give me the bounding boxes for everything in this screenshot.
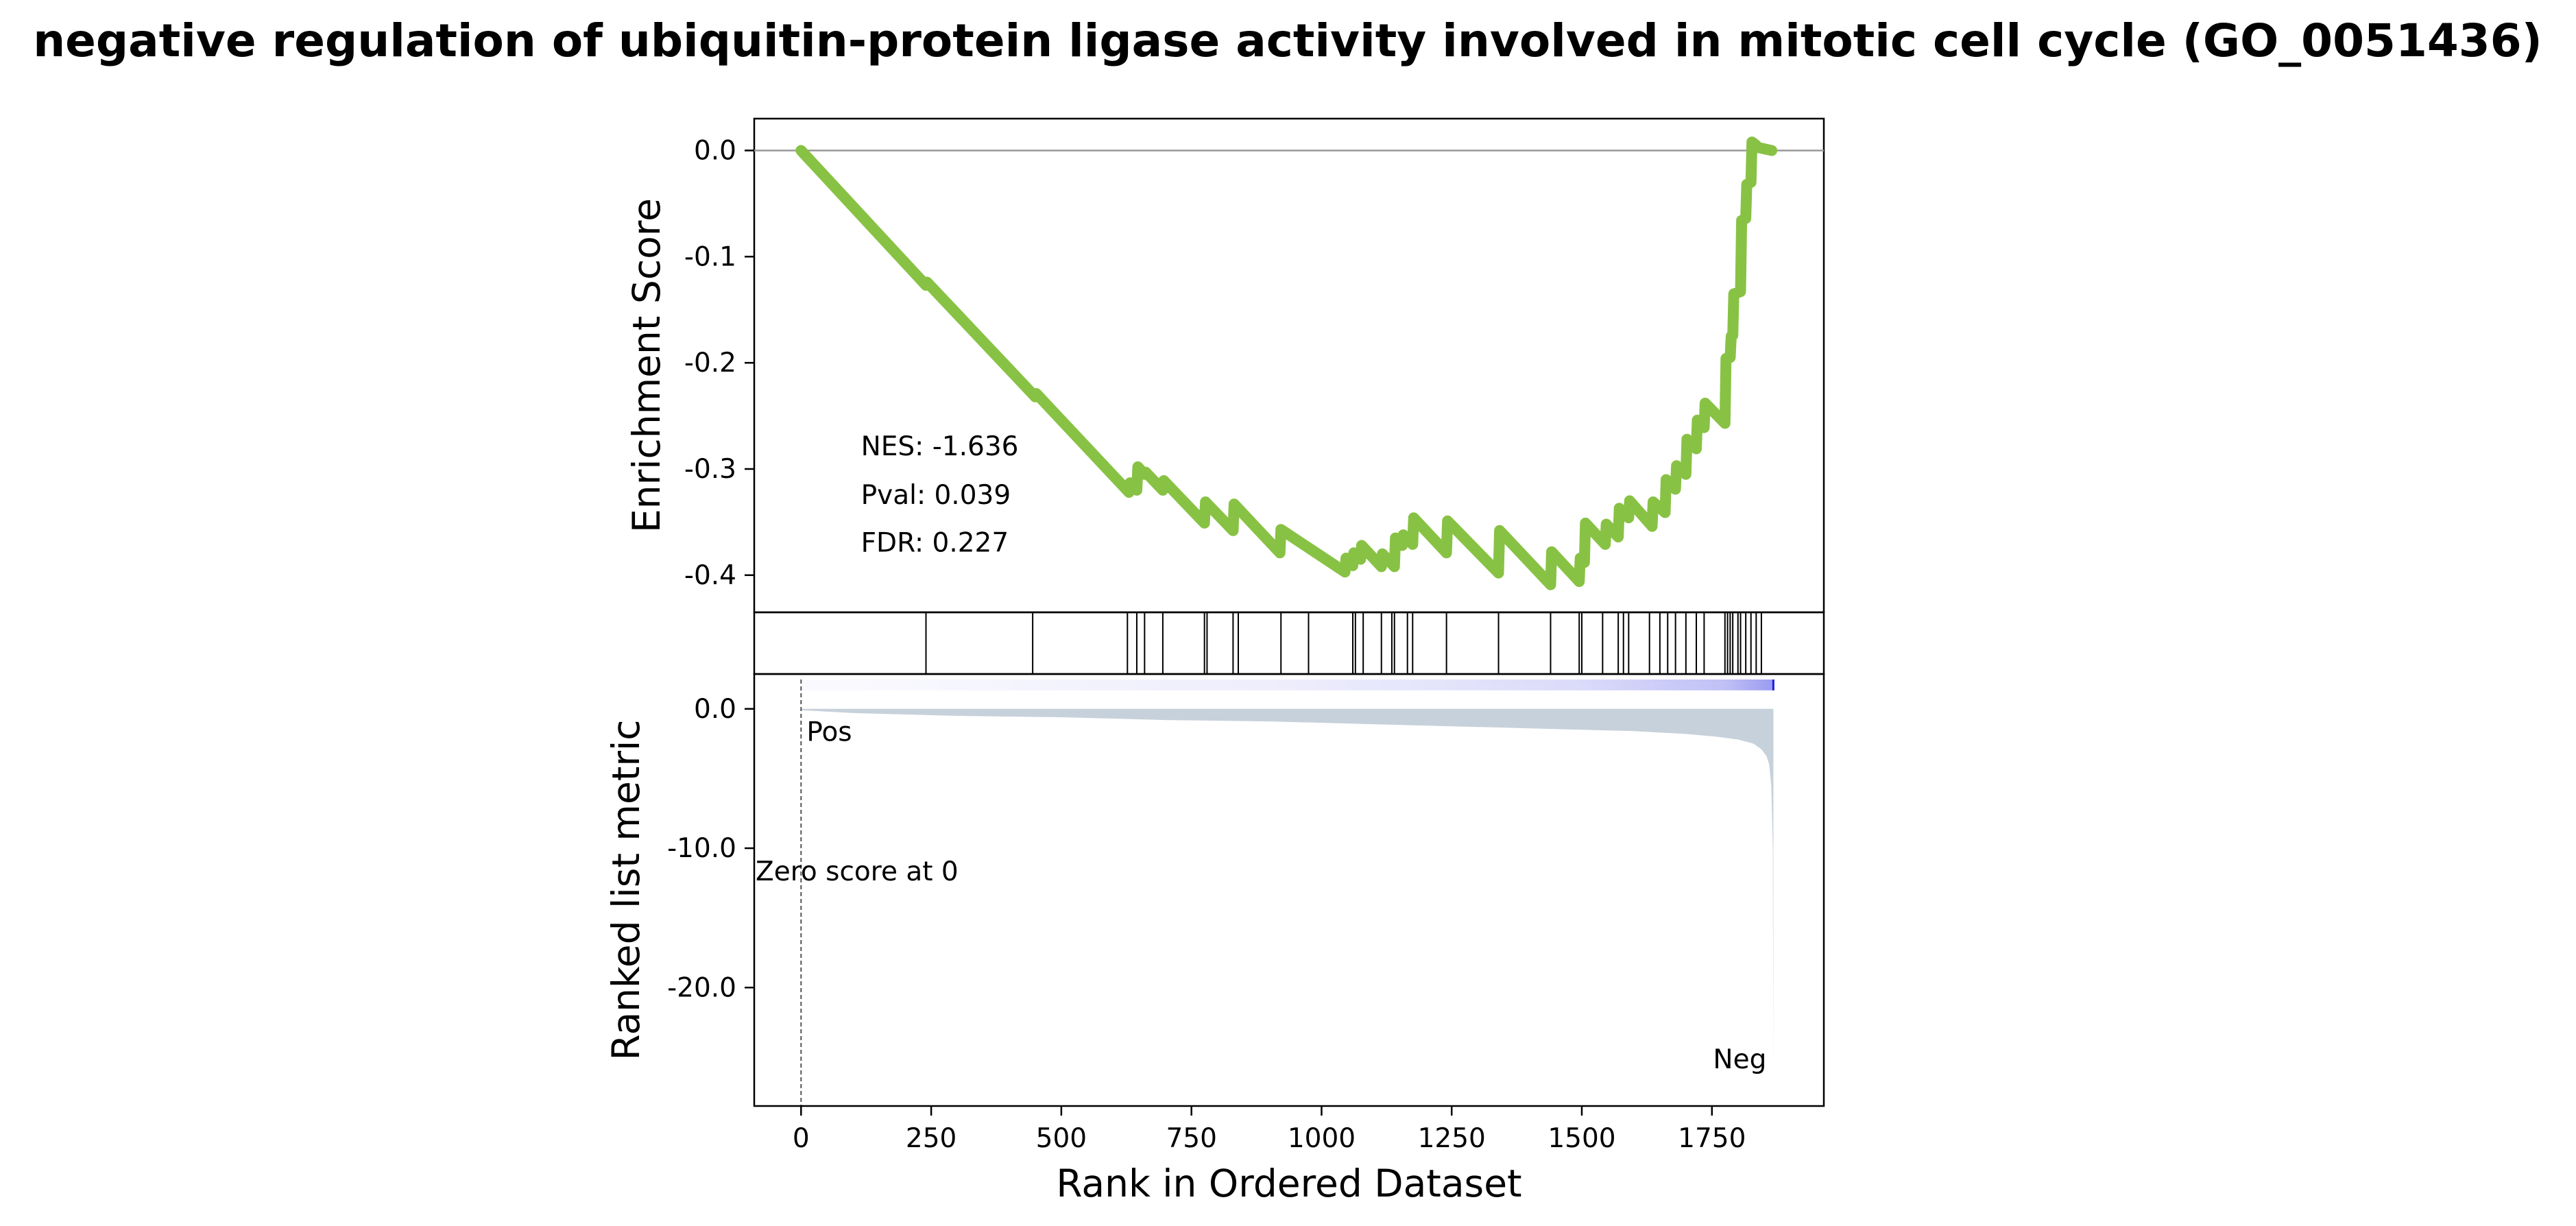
es-annotation: NES: -1.636 [861,431,1019,462]
es-ytick-label: -0.1 [684,241,736,272]
rank-y-axis: 0.0 -10.0 -20.0 [667,694,754,1003]
rank-gradient-bar [801,680,1774,690]
ranked-metric-area [801,708,1774,1079]
chart-title: negative regulation of ubiquitin-protein… [33,14,2542,67]
x-tick-label: 1750 [1678,1123,1746,1154]
x-axis: 0 250 500 750 1000 1250 1500 1750 [793,1106,1746,1154]
x-tick-label: 500 [1036,1123,1087,1154]
es-ytick-label: 0.0 [694,135,736,166]
es-ytick-label: -0.3 [684,454,736,485]
es-curve-series [795,136,1778,590]
es-y-axis: 0.0 -0.1 -0.2 -0.3 -0.4 [684,135,754,591]
enrichment-score-panel: 0.0 -0.1 -0.2 -0.3 -0.4 NES: -1.636 Pval: 0.0… [625,117,1825,614]
pos-label: Pos [806,717,852,748]
es-annotation: Pval: 0.039 [861,480,1011,511]
x-tick-label: 250 [906,1123,956,1154]
rank-y-axis-label: Ranked list metric [604,719,648,1060]
rank-plot-frame [753,673,1825,1107]
rank-ytick-label: -20.0 [667,972,736,1003]
es-annotations: NES: -1.636 Pval: 0.039 FDR: 0.227 [861,431,1019,559]
x-tick-label: 0 [793,1123,810,1154]
hits-frame [753,611,1825,675]
neg-label: Neg [1713,1044,1766,1075]
x-tick-label: 750 [1166,1123,1216,1154]
x-axis-label: Rank in Ordered Dataset [1056,1162,1521,1205]
hit-lines [925,612,1762,674]
x-tick-label: 1000 [1288,1123,1356,1154]
ranked-metric-panel: 0.0 -10.0 -20.0 Zero score at 0 Pos Neg Ra… [604,673,1825,1107]
es-annotation: FDR: 0.227 [861,528,1009,559]
es-ytick-label: -0.4 [684,560,736,591]
rank-ytick-label: -10.0 [667,833,736,864]
rank-ytick-label: 0.0 [694,694,736,725]
es-ytick-label: -0.2 [684,348,736,378]
x-tick-label: 1250 [1418,1123,1486,1154]
es-y-axis-label: Enrichment Score [625,198,669,533]
x-tick-label: 1500 [1548,1123,1615,1154]
hits-panel [753,611,1825,675]
zero-cross-text: Zero score at 0 [756,856,959,887]
